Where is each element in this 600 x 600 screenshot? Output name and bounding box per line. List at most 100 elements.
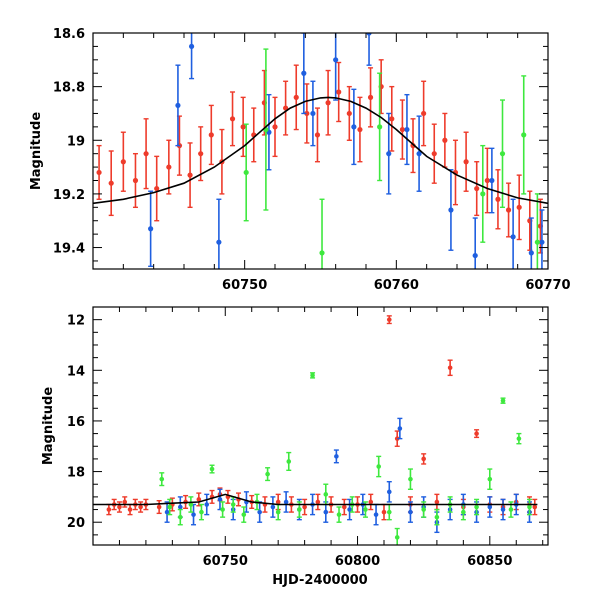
top-data-point [346, 85, 352, 141]
top-data-point [272, 96, 278, 158]
bottom-xlabel: HJD-2400000 [272, 573, 367, 588]
bottom-data-point [333, 449, 339, 464]
top-data-point [132, 152, 139, 209]
bottom-data-point [526, 498, 532, 516]
top-series-1 [96, 59, 544, 254]
top-data-point [528, 217, 534, 269]
bottom-data-point [373, 503, 379, 526]
top-data-point [314, 107, 321, 163]
top-ytick-label: 19 [67, 134, 85, 149]
bottom-data-point [209, 464, 215, 474]
bottom-panel-frame [92, 306, 549, 546]
bottom-panel-ticks: 60750 60800 60850 12 14 16 18 20 [67, 306, 548, 569]
top-data-point [96, 144, 102, 200]
bottom-data-point [283, 491, 289, 513]
top-data-point [489, 147, 495, 214]
bottom-data-point [394, 527, 400, 545]
top-data-point [452, 139, 459, 206]
top-series-3 [243, 48, 540, 269]
top-panel: 60750 60760 60770 18.6 18.8 19 19.2 19.4 Magnit… [29, 27, 571, 293]
top-data-point [416, 115, 422, 192]
bottom-panel: 60750 60800 60850 12 14 16 18 20 Magnitude HJD-… [41, 306, 549, 588]
bottom-data-point [177, 508, 183, 526]
bottom-data-point [407, 501, 413, 523]
bottom-ylabel: Magnitude [41, 387, 56, 466]
bottom-data-point [241, 506, 247, 523]
bottom-data-point [500, 498, 506, 521]
top-xtick-label: 60770 [525, 278, 570, 293]
top-data-point [484, 147, 490, 214]
bottom-data-point [368, 493, 374, 511]
top-data-point [283, 80, 289, 136]
bottom-data-point [341, 498, 347, 516]
top-data-point [251, 107, 257, 163]
top-data-point [499, 99, 506, 209]
top-ytick-label: 18.8 [53, 81, 85, 96]
top-data-point [431, 123, 437, 184]
top-data-point [367, 67, 374, 128]
top-data-point [143, 118, 149, 190]
bottom-data-point [265, 467, 271, 482]
bottom-data-point [447, 359, 453, 377]
bottom-data-point [196, 492, 202, 507]
bottom-data-point [286, 451, 292, 472]
top-ylabel: Magnitude [29, 112, 44, 191]
bottom-data-point [188, 496, 194, 513]
bottom-data-point [532, 498, 538, 516]
top-data-point [154, 155, 160, 222]
top-data-point [357, 96, 363, 163]
top-data-point [216, 198, 222, 269]
bottom-data-point [122, 496, 128, 508]
top-data-point [293, 64, 299, 131]
top-ytick-label: 18.6 [53, 27, 85, 42]
top-data-point [336, 61, 342, 123]
top-data-point [301, 33, 307, 115]
top-data-point [510, 198, 516, 269]
bottom-data-point [167, 498, 173, 516]
top-data-point [386, 112, 392, 195]
bottom-ytick-label: 20 [67, 516, 85, 531]
bottom-data-point [394, 430, 400, 447]
top-data-point [229, 91, 236, 147]
top-data-point [325, 69, 331, 136]
bottom-data-point [204, 493, 210, 516]
top-data-point [148, 190, 154, 268]
bottom-data-point [302, 498, 308, 516]
top-data-point [351, 88, 357, 166]
bottom-ytick-label: 12 [67, 314, 85, 329]
bottom-data-point [434, 508, 440, 526]
top-data-point [366, 33, 372, 66]
bottom-data-point [500, 397, 506, 404]
top-ytick-label: 19.2 [53, 188, 85, 203]
bottom-data-point [386, 315, 392, 325]
top-data-point [495, 169, 501, 230]
bottom-data-point [407, 468, 413, 490]
bottom-ytick-label: 18 [67, 466, 85, 481]
top-data-point [175, 64, 181, 147]
top-data-point [539, 209, 545, 269]
bottom-data-point [164, 501, 170, 523]
bottom-data-point [421, 453, 427, 465]
bottom-data-point [315, 493, 321, 511]
bottom-data-point [347, 498, 353, 521]
top-data-point [474, 161, 480, 217]
top-series-2 [148, 33, 545, 269]
bottom-data-point [336, 506, 342, 523]
bottom-data-point [225, 489, 231, 504]
top-model-curve [93, 96, 548, 205]
top-data-point [389, 85, 395, 152]
top-panel-ticks: 60750 60760 60770 18.6 18.8 19 19.2 19.4 [53, 27, 571, 293]
bottom-data-point [516, 432, 522, 445]
top-xtick-label: 60750 [222, 278, 267, 293]
bottom-xtick-label: 60750 [203, 554, 248, 569]
top-data-point [505, 182, 512, 238]
bottom-data-point [310, 372, 316, 379]
bottom-data-point [138, 501, 144, 513]
top-data-point [198, 126, 204, 182]
top-data-point [188, 33, 195, 80]
top-data-point [404, 93, 410, 166]
top-panel-frame [92, 32, 549, 270]
bottom-data-point [474, 498, 480, 516]
bottom-data-point [386, 481, 392, 503]
top-data-point [108, 150, 114, 217]
